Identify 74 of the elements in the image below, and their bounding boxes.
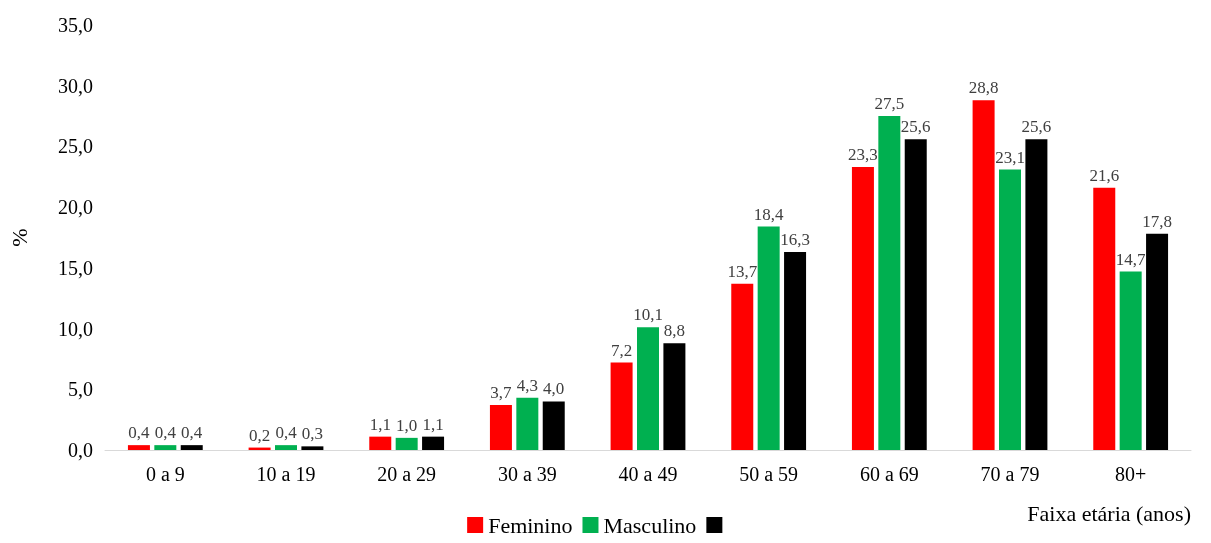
data-label: 4,0 bbox=[543, 379, 565, 399]
data-label: 25,6 bbox=[900, 117, 931, 137]
y-tick-label: 35,0 bbox=[58, 14, 93, 36]
bar bbox=[637, 327, 659, 450]
data-label: 23,1 bbox=[995, 147, 1025, 167]
x-tick-label: 80+ bbox=[1115, 463, 1147, 485]
data-label: 1,1 bbox=[369, 414, 391, 434]
bar bbox=[757, 226, 780, 450]
x-tick-label: 10 a 19 bbox=[256, 463, 316, 485]
y-tick-label: 20,0 bbox=[58, 196, 93, 219]
bar bbox=[904, 139, 927, 450]
bar bbox=[663, 343, 686, 450]
y-tick-label: 30,0 bbox=[58, 74, 93, 97]
y-tick-label: 0,0 bbox=[68, 439, 93, 461]
data-label: 28,8 bbox=[968, 78, 999, 98]
bar bbox=[542, 401, 565, 450]
bar bbox=[999, 169, 1021, 450]
y-tick-label: 5,0 bbox=[68, 378, 93, 401]
bar bbox=[275, 445, 297, 450]
x-tick-label: 30 a 39 bbox=[497, 463, 557, 485]
data-label: 10,1 bbox=[633, 305, 663, 325]
bar bbox=[301, 446, 324, 450]
data-label: 13,7 bbox=[727, 261, 758, 281]
y-tick-label: 15,0 bbox=[58, 256, 93, 279]
y-axis-title: % bbox=[6, 228, 32, 247]
y-tick-label: 10,0 bbox=[58, 317, 93, 340]
bar bbox=[369, 436, 392, 450]
data-label: 21,6 bbox=[1089, 165, 1120, 185]
bar bbox=[1119, 271, 1142, 450]
bar bbox=[516, 397, 539, 450]
data-label: 25,6 bbox=[1021, 117, 1052, 137]
x-tick-label: 50 a 59 bbox=[739, 463, 799, 485]
data-label: 0,4 bbox=[128, 423, 151, 443]
bar bbox=[489, 405, 512, 450]
data-label: 4,3 bbox=[516, 375, 538, 395]
x-axis-title: Faixa etária (anos) bbox=[1027, 500, 1191, 526]
data-label: 7,2 bbox=[610, 340, 633, 360]
bar bbox=[180, 445, 203, 450]
data-label: 23,3 bbox=[848, 145, 878, 165]
data-label: 14,7 bbox=[1115, 249, 1147, 269]
data-label: 0,3 bbox=[301, 424, 324, 444]
data-label: 0,4 bbox=[154, 423, 177, 443]
bar bbox=[878, 116, 901, 450]
data-label: 1,1 bbox=[422, 414, 444, 434]
bar bbox=[127, 445, 150, 450]
bar bbox=[1146, 233, 1169, 450]
data-label: 17,8 bbox=[1142, 211, 1172, 231]
bar bbox=[395, 437, 418, 450]
bar bbox=[731, 283, 754, 450]
data-label: 0,4 bbox=[181, 423, 203, 443]
data-label: 1,0 bbox=[396, 415, 418, 435]
bar bbox=[784, 252, 807, 450]
data-label: 0,4 bbox=[275, 423, 298, 443]
bar bbox=[1025, 139, 1048, 450]
bar bbox=[851, 167, 874, 450]
x-tick-label: 60 a 69 bbox=[859, 463, 919, 485]
x-tick-label: 70 a 79 bbox=[980, 463, 1040, 485]
data-label: 27,5 bbox=[874, 94, 905, 114]
x-tick-label: 20 a 29 bbox=[377, 463, 437, 485]
bar bbox=[422, 436, 445, 450]
x-tick-label: 0 a 9 bbox=[145, 463, 185, 485]
y-tick-label: 25,0 bbox=[58, 135, 93, 158]
data-label: 3,7 bbox=[490, 383, 513, 403]
data-label: 8,8 bbox=[663, 321, 686, 341]
bar bbox=[1093, 187, 1116, 450]
bar bbox=[972, 100, 995, 450]
x-tick-label: 40 a 49 bbox=[618, 463, 678, 485]
legend-label: Masculino bbox=[603, 512, 697, 538]
data-label: 18,4 bbox=[753, 204, 785, 224]
data-label: 16,3 bbox=[780, 230, 810, 250]
bar bbox=[154, 445, 177, 450]
data-label: 0,2 bbox=[248, 425, 271, 445]
legend-label: Feminino bbox=[488, 512, 573, 538]
bar bbox=[610, 362, 633, 450]
